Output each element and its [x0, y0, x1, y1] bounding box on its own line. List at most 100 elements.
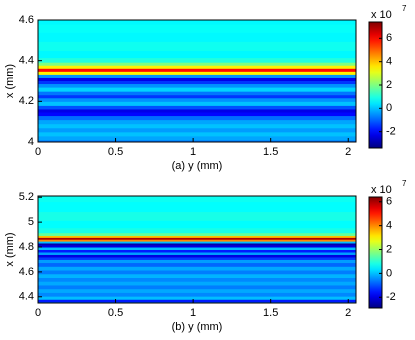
colorbar-exponent: 7 [402, 4, 407, 13]
heat-row [38, 127, 356, 133]
colorbar-multiplier: x 10 [371, 9, 392, 21]
x-tick-label: 1 [190, 146, 196, 158]
heat-row [38, 284, 356, 290]
x-axis-label: (b) y (mm) [172, 321, 223, 333]
heat-row [38, 256, 356, 260]
heat-row [38, 108, 356, 113]
heat-row [38, 201, 356, 213]
heat-row [38, 131, 356, 137]
x-tick-label: 2 [345, 146, 351, 158]
colorbar-tick-label: 0 [386, 267, 392, 279]
colorbar-tick-label: -2 [386, 291, 396, 303]
x-axis-label: (a) y (mm) [172, 160, 223, 172]
heat-row [38, 65, 356, 69]
x-tick-label: 0 [35, 146, 41, 158]
y-tick-label: 4.4 [19, 291, 34, 303]
y-tick-label: 5 [28, 216, 34, 228]
colorbar-tick-label: 0 [386, 102, 392, 114]
y-tick-label: 4.4 [19, 55, 34, 67]
x-tick-label: 1.5 [263, 307, 278, 319]
heat-row [38, 220, 356, 229]
colorbar-tick-label: 2 [386, 79, 392, 91]
heat-row [38, 247, 356, 250]
heat-row [38, 50, 356, 59]
heat-row [38, 239, 356, 242]
x-tick-label: 0.5 [108, 146, 123, 158]
heat-row [38, 249, 356, 253]
heat-row [38, 211, 356, 221]
colorbar-tick-label: 4 [386, 220, 392, 232]
heat-row [38, 244, 356, 248]
colorbar-tick-label: 6 [386, 32, 392, 44]
heat-row [38, 112, 356, 117]
heat-row [38, 292, 356, 297]
heat-row [38, 241, 356, 244]
heat-row [38, 77, 356, 81]
plot-frame [37, 195, 357, 304]
y-axis-label: x (mm) [4, 64, 16, 98]
heat-row [38, 115, 356, 121]
heat-row [38, 91, 356, 96]
heat-row [38, 296, 356, 300]
colorbar-tick-label: -2 [386, 126, 396, 138]
plot-frame [37, 19, 357, 143]
heat-row [38, 266, 356, 271]
heat-row [38, 87, 356, 92]
heat-row [38, 262, 356, 267]
heat-row [38, 273, 356, 278]
x-tick-label: 1.5 [263, 146, 278, 158]
x-tick-label: 0.5 [108, 307, 123, 319]
heat-row [38, 62, 356, 66]
heat-row [38, 97, 356, 102]
heat-row [38, 259, 356, 264]
colorbar-tick-label: 4 [386, 56, 392, 68]
colorbar-exponent: 7 [402, 179, 407, 188]
heat-row [38, 254, 356, 258]
heat-row [38, 68, 356, 72]
heat-row [38, 270, 356, 275]
y-tick-label: 4.8 [19, 241, 34, 253]
y-tick-label: 4.2 [19, 95, 34, 107]
y-axis-label: x (mm) [4, 232, 16, 266]
heat-row [38, 20, 356, 25]
heat-row [38, 24, 356, 33]
heat-row [38, 139, 356, 143]
heat-row [38, 227, 356, 234]
heat-row [38, 135, 356, 141]
heat-row [38, 242, 356, 246]
colorbar-tick-label: 6 [386, 196, 392, 208]
heat-row [38, 74, 356, 78]
heat-row [38, 196, 356, 203]
x-tick-label: 1 [190, 307, 196, 319]
heat-row [38, 123, 356, 129]
colorbar [368, 196, 383, 309]
heat-row [38, 281, 356, 286]
heat-row [38, 105, 356, 110]
colorbar-tick-label: 2 [386, 243, 392, 255]
y-tick-label: 5.2 [19, 191, 34, 203]
y-tick-label: 4.6 [19, 266, 34, 278]
heat-row [38, 299, 356, 303]
heat-row [38, 119, 356, 125]
heat-row [38, 71, 356, 75]
heat-row [38, 83, 356, 88]
heat-row [38, 232, 356, 237]
heat-row [38, 235, 356, 238]
heat-row [38, 251, 356, 255]
y-tick-label: 4 [28, 136, 34, 148]
heat-row [38, 41, 356, 51]
heat-row [38, 277, 356, 282]
x-tick-label: 0 [35, 307, 41, 319]
heat-row [38, 94, 356, 99]
heat-row [38, 288, 356, 293]
y-tick-label: 4.6 [19, 14, 34, 26]
heat-row [38, 80, 356, 85]
heat-row [38, 32, 356, 42]
heat-row [38, 57, 356, 63]
colorbar-multiplier: x 10 [371, 184, 392, 196]
heat-row [38, 101, 356, 106]
heat-row [38, 237, 356, 240]
x-tick-label: 2 [345, 307, 351, 319]
